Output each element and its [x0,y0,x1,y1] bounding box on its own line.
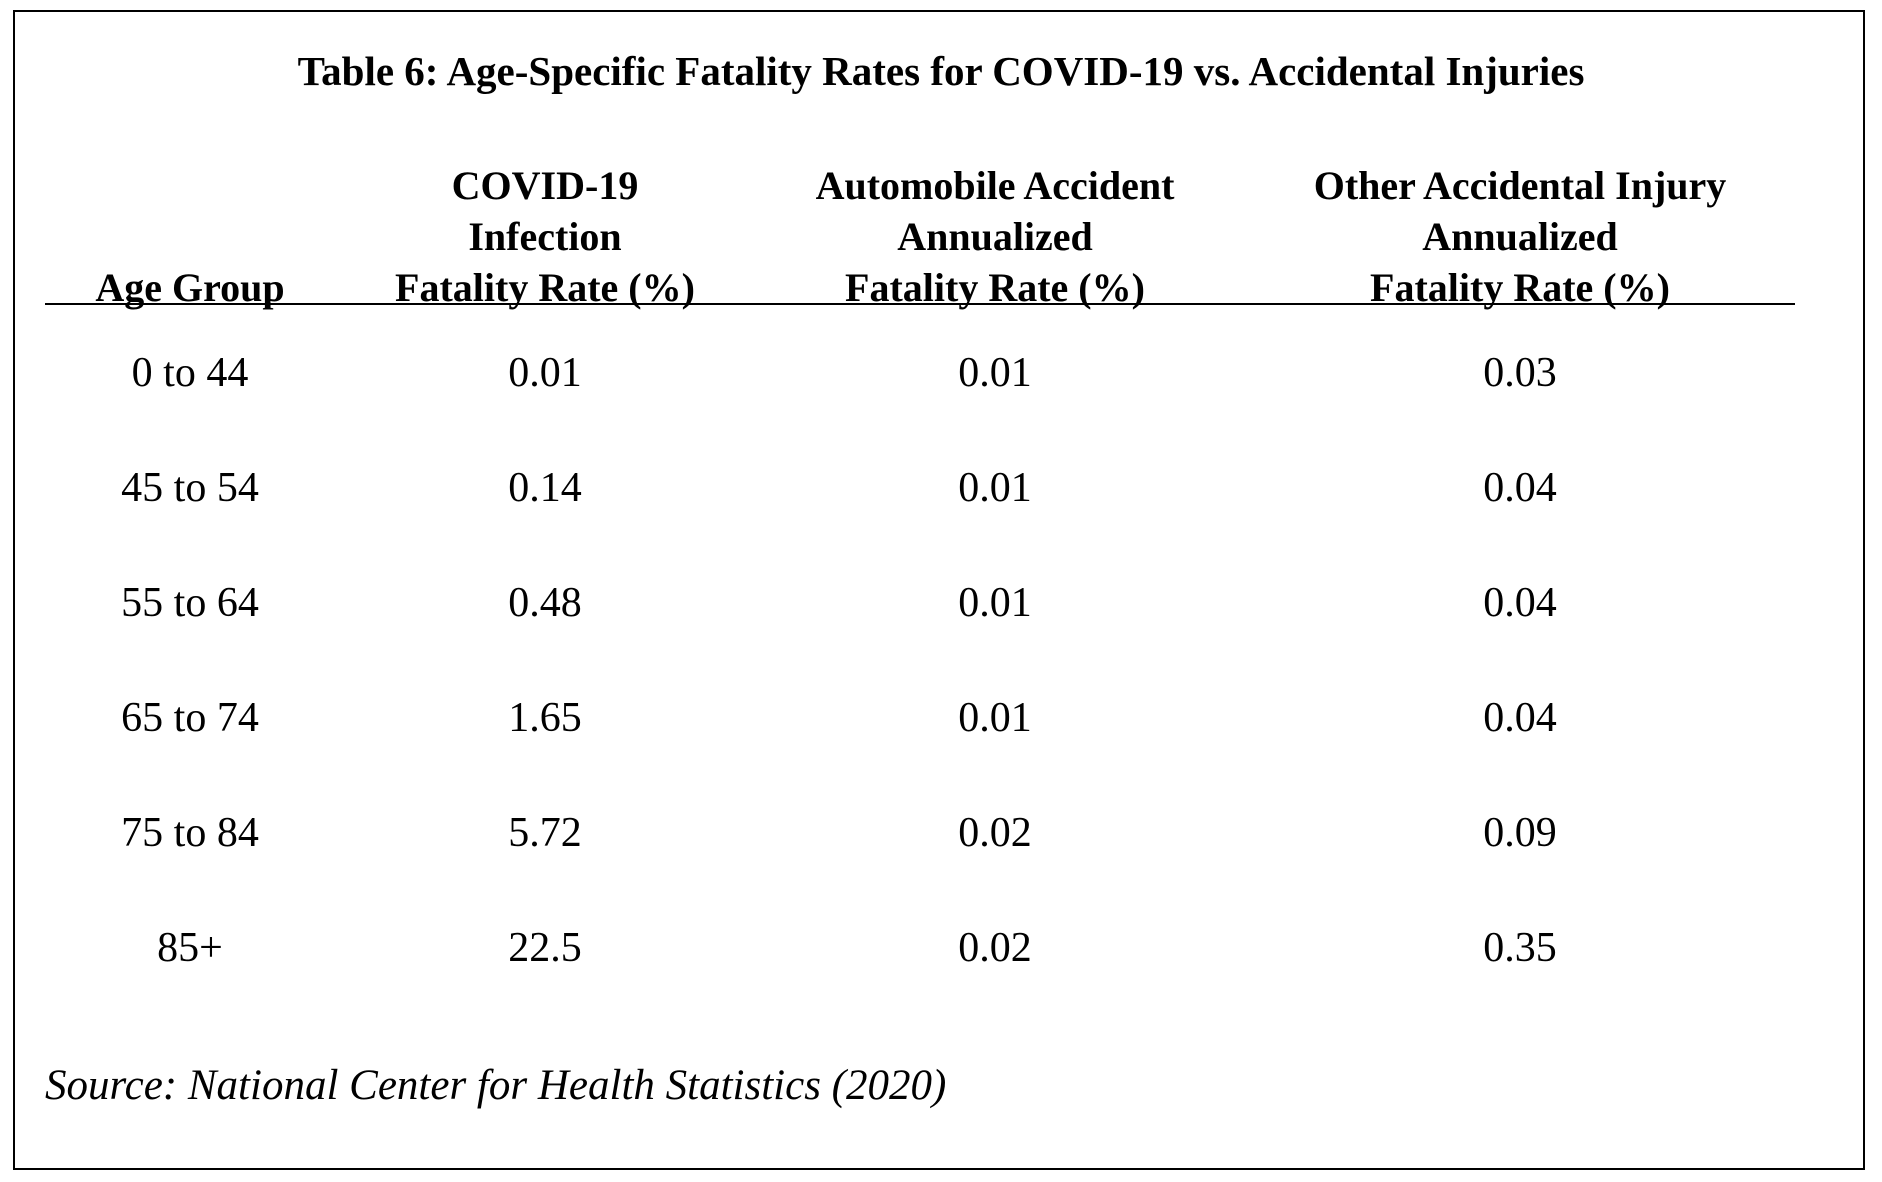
cell-automobile: 0.02 [958,810,1032,856]
cell-automobile: 0.01 [958,350,1032,396]
cell-covid: 0.48 [508,580,582,626]
cell-covid: 0.14 [508,465,582,511]
column-header-line: Fatality Rate (%) [845,265,1145,310]
column-header-line: Annualized [897,214,1093,259]
cell-automobile: 0.02 [958,925,1032,971]
cell-other: 0.04 [1483,695,1557,741]
cell-age-group: 65 to 74 [121,695,259,741]
column-header-line: Other Accidental Injury [1313,163,1727,208]
cell-covid: 5.72 [508,810,582,856]
cell-other: 0.03 [1483,350,1557,396]
column-header-automobile: Automobile Accident Annualized Fatality … [775,160,1215,313]
column-header-line: Automobile Accident [815,163,1175,208]
cell-age-group: 45 to 54 [121,465,259,511]
column-header-line: COVID-19 [451,163,639,208]
cell-covid: 0.01 [508,350,582,396]
column-header-other-accidental: Other Accidental Injury Annualized Fatal… [1270,160,1770,313]
cell-other: 0.04 [1483,465,1557,511]
cell-automobile: 0.01 [958,465,1032,511]
cell-age-group: 85+ [157,925,223,971]
cell-other: 0.09 [1483,810,1557,856]
header-rule [45,303,1795,305]
cell-covid: 1.65 [508,695,582,741]
cell-automobile: 0.01 [958,695,1032,741]
table-frame: Table 6: Age-Specific Fatality Rates for… [13,10,1865,1170]
cell-covid: 22.5 [508,925,582,971]
column-header-covid: COVID-19 Infection Fatality Rate (%) [345,160,745,313]
cell-other: 0.35 [1483,925,1557,971]
cell-other: 0.04 [1483,580,1557,626]
column-header-line: Annualized [1422,214,1618,259]
column-header-line: Infection [468,214,622,259]
cell-automobile: 0.01 [958,580,1032,626]
column-header-line: Fatality Rate (%) [1370,265,1670,310]
cell-age-group: 55 to 64 [121,580,259,626]
source-note: Source: National Center for Health Stati… [45,1062,947,1109]
cell-age-group: 0 to 44 [131,350,249,396]
column-header-age-group: Age Group [45,262,335,313]
column-header-line: Age Group [95,265,285,310]
cell-age-group: 75 to 84 [121,810,259,856]
column-header-line: Fatality Rate (%) [395,265,695,310]
table-title: Table 6: Age-Specific Fatality Rates for… [297,48,1585,94]
